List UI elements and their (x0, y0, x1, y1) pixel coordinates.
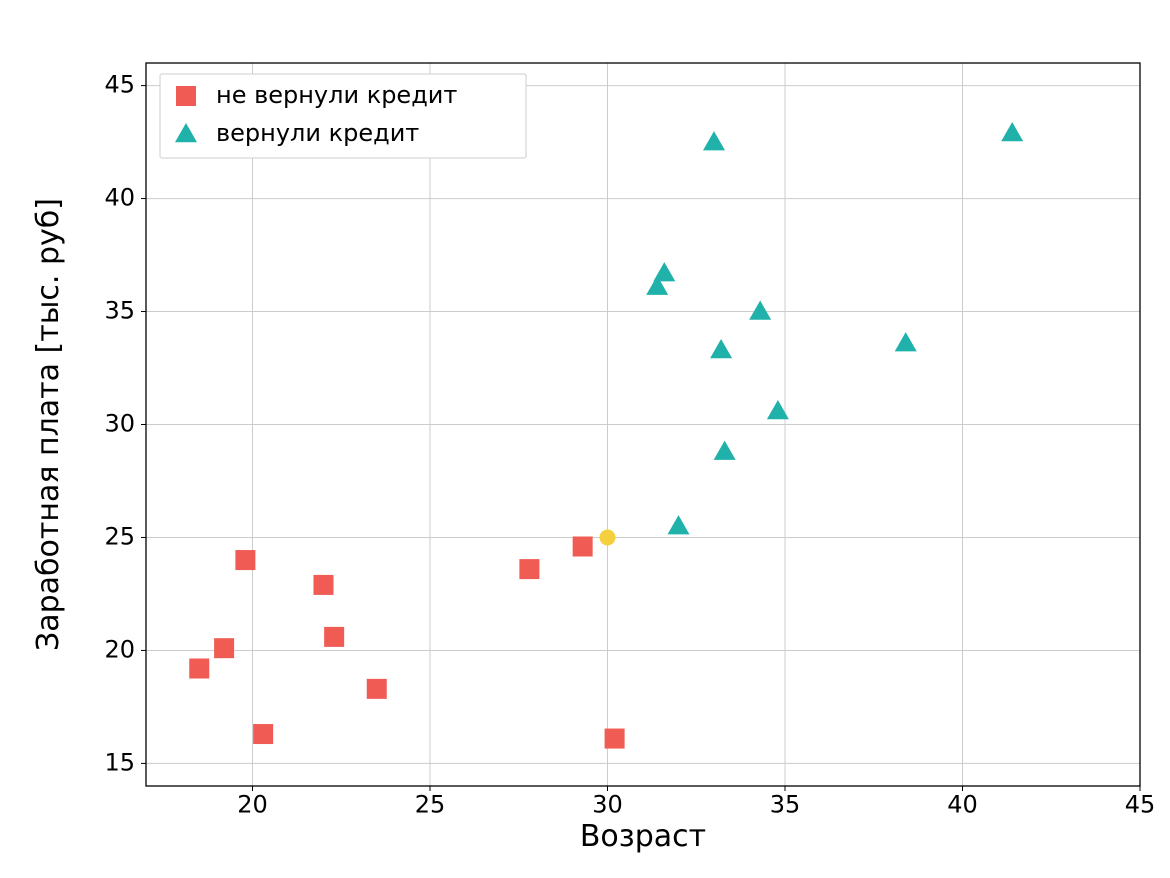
xtick-label: 20 (237, 791, 268, 819)
ytick-label: 30 (104, 410, 135, 438)
chart-svg: 20 25 30 35 40 45 15 20 25 30 35 40 45 Возраст Заработ… (0, 0, 1170, 878)
point-defaulted (253, 724, 273, 744)
ytick-label: 20 (104, 635, 135, 663)
y-axis-label: Заработная плата [тыс. руб] (31, 198, 66, 651)
xtick-label: 40 (947, 791, 978, 819)
point-defaulted (605, 729, 625, 749)
ytick-label: 15 (104, 748, 135, 776)
legend-label-defaulted: не вернули кредит (216, 81, 457, 109)
series-query (600, 529, 616, 545)
point-defaulted (214, 638, 234, 658)
ytick-label: 40 (104, 184, 135, 212)
point-defaulted (519, 559, 539, 579)
xtick-label: 30 (592, 791, 623, 819)
ytick-label: 35 (104, 297, 135, 325)
legend-marker-defaulted (176, 86, 196, 106)
x-axis-label: Возраст (580, 819, 706, 854)
xtick-label: 35 (770, 791, 801, 819)
ytick-label: 45 (104, 71, 135, 99)
ytick-label: 25 (104, 522, 135, 550)
point-defaulted (189, 659, 209, 679)
point-query (600, 529, 616, 545)
legend: не вернули кредит вернули кредит (160, 74, 526, 158)
point-defaulted (314, 575, 334, 595)
point-defaulted (367, 679, 387, 699)
xtick-label: 25 (415, 791, 446, 819)
point-defaulted (573, 537, 593, 557)
scatter-chart: 20 25 30 35 40 45 15 20 25 30 35 40 45 Возраст Заработ… (0, 0, 1170, 878)
point-defaulted (324, 627, 344, 647)
legend-label-repaid: вернули кредит (216, 119, 419, 147)
point-defaulted (235, 550, 255, 570)
xtick-label: 45 (1125, 791, 1156, 819)
